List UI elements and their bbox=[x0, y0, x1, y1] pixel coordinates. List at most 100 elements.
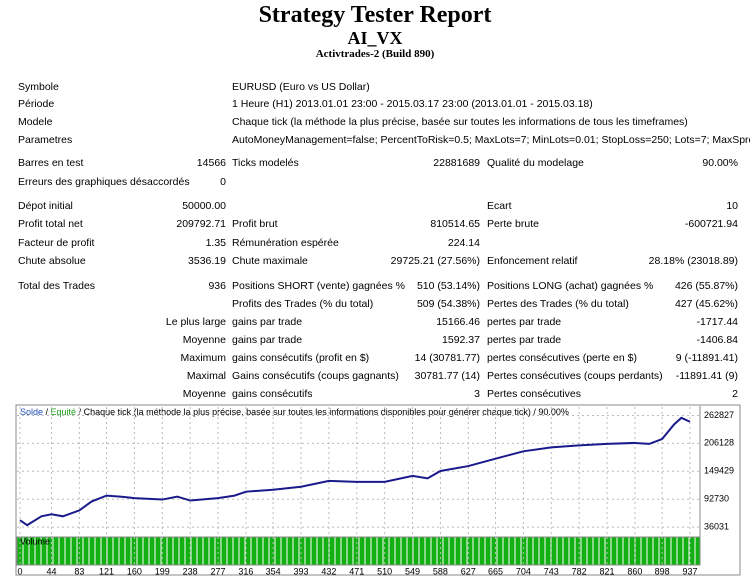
stat-value: Maximal bbox=[186, 370, 226, 382]
stat-value: 1.35 bbox=[205, 237, 226, 249]
volume-bars bbox=[16, 536, 701, 566]
stat-label: Pertes des Trades (% du total) bbox=[487, 298, 629, 310]
stat-value: 29725.21 (27.56%) bbox=[390, 255, 480, 267]
stat-label: Erreurs des graphiques désaccordés bbox=[18, 176, 190, 188]
stat-value: 509 (54.38%) bbox=[416, 298, 480, 310]
report-title: Strategy Tester Report bbox=[258, 2, 492, 28]
x-tick-label: 860 bbox=[627, 566, 642, 576]
x-tick-label: 0 bbox=[17, 566, 22, 576]
stat-label: Profit total net bbox=[18, 218, 83, 230]
equity-line bbox=[19, 416, 691, 527]
x-tick-label: 510 bbox=[377, 566, 392, 576]
stat-value: 1592.37 bbox=[442, 334, 480, 346]
x-tick-label: 937 bbox=[682, 566, 697, 576]
stat-label: Rémunération espérée bbox=[232, 237, 339, 249]
stat-label: Total des Trades bbox=[18, 280, 96, 292]
stat-value: 510 (53.14%) bbox=[416, 280, 480, 292]
x-tick-label: 44 bbox=[46, 566, 56, 576]
y-tick-label: 92730 bbox=[704, 494, 729, 504]
x-tick-label: 316 bbox=[238, 566, 253, 576]
stat-value: Moyenne bbox=[182, 334, 226, 346]
info-label: Symbole bbox=[18, 81, 59, 93]
x-tick-label: 432 bbox=[321, 566, 336, 576]
info-label: Parametres bbox=[18, 134, 73, 146]
stat-value: 3 bbox=[474, 388, 480, 400]
x-tick-label: 821 bbox=[600, 566, 615, 576]
x-tick-label: 393 bbox=[293, 566, 308, 576]
stat-label: Profit brut bbox=[232, 218, 278, 230]
x-tick-label: 665 bbox=[488, 566, 503, 576]
stat-value: Moyenne bbox=[182, 388, 226, 400]
stat-value: Maximum bbox=[180, 352, 226, 364]
stat-label: pertes par trade bbox=[487, 316, 562, 328]
stat-value: -11891.41 (9) bbox=[675, 370, 738, 382]
stat-value: 427 (45.62%) bbox=[674, 298, 738, 310]
x-tick-label: 898 bbox=[655, 566, 670, 576]
stat-value: -1717.44 bbox=[696, 316, 738, 328]
stat-label: Qualité du modelage bbox=[487, 157, 584, 169]
stat-value: 30781.77 (14) bbox=[414, 370, 480, 382]
stat-label: Pertes consécutives (coups perdants) bbox=[487, 370, 663, 382]
info-label: Période bbox=[18, 98, 55, 110]
info-value: AutoMoneyManagement=false; PercentToRisk… bbox=[232, 134, 750, 146]
x-tick-label: 199 bbox=[155, 566, 170, 576]
legend-item: Equité bbox=[51, 407, 77, 417]
stat-label: gains par trade bbox=[232, 334, 303, 346]
y-tick-label: 206128 bbox=[704, 438, 734, 448]
stat-label: pertes par trade bbox=[487, 334, 562, 346]
stat-label: pertes consécutives (perte en $) bbox=[487, 352, 637, 364]
y-tick-label: 262827 bbox=[704, 410, 734, 420]
x-tick-label: 588 bbox=[433, 566, 448, 576]
x-tick-label: 743 bbox=[544, 566, 559, 576]
legend: Solde / Equité / Chaque tick (la méthode… bbox=[20, 407, 569, 417]
stat-value: 22881689 bbox=[433, 157, 480, 169]
build: Activtrades-2 (Build 890) bbox=[315, 48, 435, 60]
x-tick-label: 277 bbox=[211, 566, 226, 576]
x-tick-label: 121 bbox=[99, 566, 114, 576]
stat-value: 14 (30781.77) bbox=[414, 352, 480, 364]
stat-label: Enfoncement relatif bbox=[487, 255, 578, 267]
stat-value: -1406.84 bbox=[696, 334, 738, 346]
stat-value: 14566 bbox=[196, 157, 226, 169]
stat-value: 209792.71 bbox=[176, 218, 226, 230]
stat-label: Chute absolue bbox=[18, 255, 86, 267]
stat-value: 90.00% bbox=[702, 157, 738, 169]
stat-value: 936 bbox=[208, 280, 226, 292]
stat-value: -600721.94 bbox=[684, 218, 738, 230]
legend-item: / bbox=[43, 407, 51, 417]
x-tick-label: 238 bbox=[183, 566, 198, 576]
stat-label: Gains consécutifs (coups gagnants) bbox=[232, 370, 399, 382]
stat-value: 9 (-11891.41) bbox=[675, 352, 738, 364]
stat-label: gains par trade bbox=[232, 316, 303, 328]
info-value: Chaque tick (la méthode la plus précise,… bbox=[232, 116, 688, 128]
stat-value: 224.14 bbox=[447, 237, 480, 249]
stat-label: Ticks modelés bbox=[232, 157, 299, 169]
x-tick-label: 704 bbox=[516, 566, 531, 576]
stat-label: Positions SHORT (vente) gagnées % bbox=[232, 280, 405, 292]
stat-value: 426 (55.87%) bbox=[674, 280, 738, 292]
x-tick-label: 160 bbox=[127, 566, 142, 576]
stat-value: Le plus large bbox=[165, 316, 226, 328]
legend-item: / Chaque tick (la méthode la plus précis… bbox=[76, 407, 569, 417]
y-tick-label: 149429 bbox=[704, 466, 734, 476]
stat-label: Ecart bbox=[487, 200, 512, 212]
legend-item: Solde bbox=[20, 407, 43, 417]
x-tick-label: 782 bbox=[572, 566, 587, 576]
info-value: EURUSD (Euro vs US Dollar) bbox=[232, 81, 370, 93]
x-tick-label: 627 bbox=[461, 566, 476, 576]
stat-value: 2 bbox=[732, 388, 738, 400]
stat-label: Barres en test bbox=[18, 157, 84, 169]
stat-label: Chute maximale bbox=[232, 255, 308, 267]
stat-label: Dépot initial bbox=[18, 200, 73, 212]
stat-label: Positions LONG (achat) gagnées % bbox=[487, 280, 654, 292]
report-subtitle: AI_VX bbox=[347, 28, 403, 48]
info-label: Modele bbox=[18, 116, 53, 128]
stat-value: 10 bbox=[726, 200, 738, 212]
info-value: 1 Heure (H1) 2013.01.01 23:00 - 2015.03.… bbox=[232, 98, 593, 110]
x-tick-label: 83 bbox=[74, 566, 84, 576]
stat-label: Profits des Trades (% du total) bbox=[232, 298, 374, 310]
stat-label: gains consécutifs bbox=[232, 388, 313, 400]
stat-label: gains consécutifs (profit en $) bbox=[232, 352, 370, 364]
